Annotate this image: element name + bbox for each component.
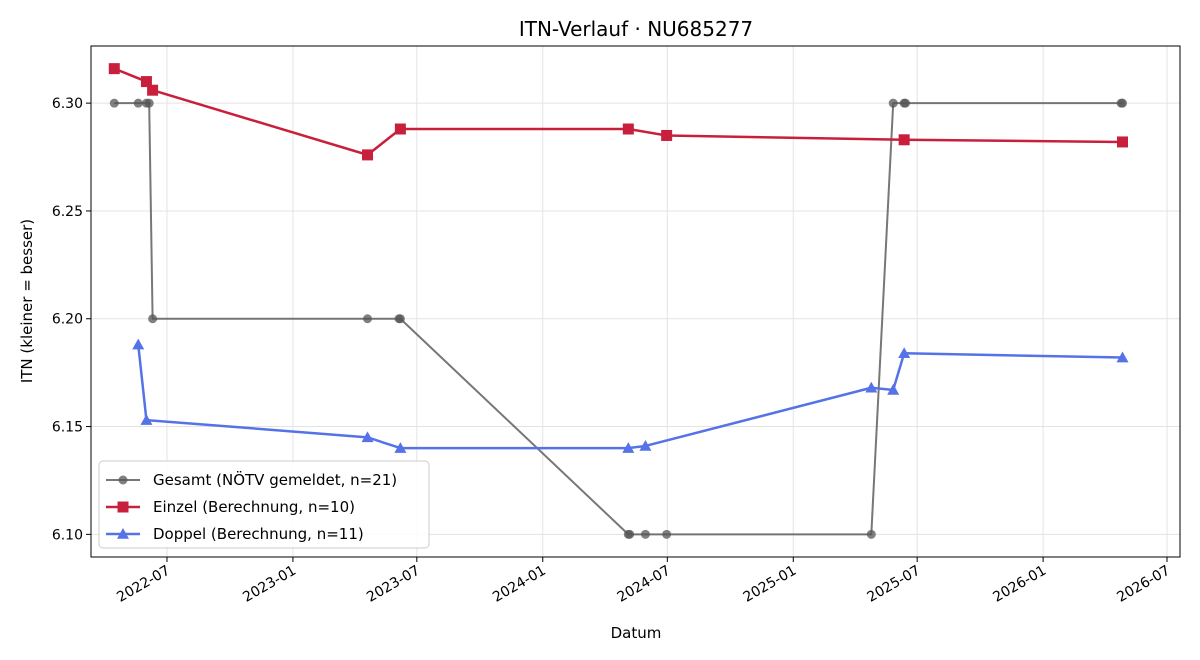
- data-point: [625, 529, 635, 539]
- x-axis-title: Datum: [611, 624, 662, 642]
- data-point: [395, 314, 405, 324]
- x-tick-label: 2026-01: [990, 563, 1049, 606]
- series-triangle: [132, 338, 1129, 453]
- x-tick-label: 2024-07: [615, 563, 674, 606]
- data-point: [622, 123, 634, 135]
- y-tick-label: 6.20: [52, 312, 83, 328]
- legend-marker: [117, 528, 129, 539]
- x-tick-label: 2025-07: [864, 563, 923, 606]
- data-point: [887, 383, 900, 395]
- data-point: [132, 338, 145, 350]
- legend-label: Gesamt (NÖTV gemeldet, n=21): [153, 470, 397, 489]
- chart-title: ITN-Verlauf · NU685277: [519, 17, 753, 41]
- data-point: [622, 442, 635, 453]
- data-point: [140, 76, 152, 88]
- y-tick-label: 6.10: [52, 527, 83, 543]
- series-square: [108, 63, 1129, 161]
- data-point: [394, 442, 407, 453]
- plot-frame: [90, 45, 1181, 558]
- data-point: [888, 98, 898, 108]
- legend-marker: [118, 475, 128, 485]
- data-point: [640, 529, 650, 539]
- data-point: [662, 529, 672, 539]
- y-axis-title: ITN (kleiner = besser): [18, 219, 36, 383]
- data-point: [109, 98, 119, 108]
- data-point: [144, 98, 154, 108]
- legend-marker: [117, 501, 129, 513]
- data-point: [898, 347, 911, 359]
- legend-label: Einzel (Berechnung, n=10): [153, 498, 355, 516]
- data-point: [901, 98, 911, 108]
- legend-label: Doppel (Berechnung, n=11): [153, 525, 364, 543]
- x-tick-label: 2022-07: [114, 563, 173, 606]
- data-point: [865, 381, 878, 393]
- data-point: [147, 84, 159, 96]
- data-point: [1118, 98, 1128, 108]
- legend-box: [98, 460, 430, 549]
- legend: Gesamt (NÖTV gemeldet, n=21) Einzel (Bere…: [98, 460, 430, 549]
- data-point: [140, 414, 153, 425]
- x-tick-label: 2026-07: [1114, 563, 1173, 606]
- data-point: [133, 98, 143, 108]
- y-tick-label: 6.15: [52, 420, 83, 436]
- x-tick-label: 2023-07: [364, 563, 423, 606]
- data-point: [361, 431, 374, 443]
- y-tick-label: 6.30: [52, 96, 83, 112]
- x-tick-label: 2025-01: [741, 563, 800, 606]
- data-point: [108, 63, 120, 75]
- data-point: [1117, 136, 1129, 148]
- data-point: [148, 314, 158, 324]
- x-tick-label: 2023-01: [240, 563, 299, 606]
- y-tick-label: 6.25: [52, 204, 83, 220]
- data-point: [898, 134, 910, 146]
- series-layer: [108, 63, 1129, 539]
- data-point: [639, 439, 652, 451]
- data-point: [362, 149, 374, 161]
- series-line: [113, 67, 1123, 157]
- data-point: [363, 314, 373, 324]
- data-point: [1116, 351, 1129, 363]
- data-point: [394, 123, 406, 135]
- x-tick-label: 2024-01: [490, 563, 549, 606]
- data-point: [866, 529, 876, 539]
- series-circle: [109, 98, 1128, 539]
- series-line: [136, 344, 1123, 450]
- data-point: [661, 129, 673, 141]
